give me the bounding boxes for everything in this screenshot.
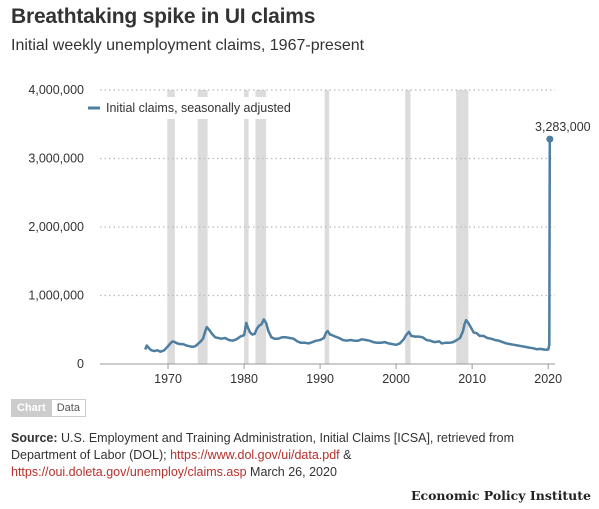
annotation: 3,283,000 (535, 120, 591, 143)
peak-label: 3,283,000 (535, 120, 591, 134)
y-tick-label: 0 (77, 357, 84, 371)
x-tick-label: 2000 (382, 372, 410, 386)
series-layer (144, 139, 552, 353)
peak-point (546, 135, 554, 143)
source-note: Source: U.S. Employment and Training Adm… (11, 430, 581, 481)
line-chart: 0 1,000,000 2,000,000 3,000,000 4,000,000 19… (28, 83, 591, 386)
data-tab[interactable]: Data (51, 399, 86, 417)
chart-subtitle: Initial weekly unemployment claims, 1967… (11, 37, 365, 54)
y-axis: 0 1,000,000 2,000,000 3,000,000 4,000,000 (28, 83, 84, 371)
source-label: Source: (11, 431, 58, 445)
recession-band (255, 90, 267, 364)
series-line-initial-claims (144, 139, 552, 353)
legend-background (82, 97, 306, 119)
recession-band (167, 90, 175, 364)
legend-label: Initial claims, seasonally adjusted (106, 101, 291, 115)
recession-band (324, 90, 330, 364)
chart-title: Breathtaking spike in UI claims (11, 5, 316, 28)
recession-band (405, 90, 411, 364)
x-tick-label: 1990 (306, 372, 334, 386)
x-tick-label: 2020 (534, 372, 562, 386)
x-tick-label: 2010 (458, 372, 486, 386)
gridlines (100, 89, 555, 297)
chart-tab[interactable]: Chart (11, 399, 52, 417)
recession-band (456, 90, 469, 364)
y-tick-label: 1,000,000 (28, 289, 84, 303)
recession-band (244, 90, 249, 364)
source-link-doleta[interactable]: https://oui.doleta.gov/unemploy/claims.a… (11, 465, 247, 479)
source-text: U.S. Employment and Training Administrat… (11, 431, 514, 462)
x-tick-label: 1980 (230, 372, 258, 386)
view-toggle: Chart Data (11, 399, 86, 417)
source-date: March 26, 2020 (250, 465, 337, 479)
recession-band (197, 90, 208, 364)
y-tick-label: 3,000,000 (28, 152, 84, 166)
source-link-dol[interactable]: https://www.dol.gov/ui/data.pdf (170, 448, 340, 462)
brand-logo: Economic Policy Institute (410, 488, 591, 503)
recession-bands (167, 90, 469, 364)
y-tick-label: 4,000,000 (28, 83, 84, 97)
y-tick-label: 2,000,000 (28, 220, 84, 234)
legend: Initial claims, seasonally adjusted (82, 97, 306, 119)
source-ampersand: & (343, 448, 352, 462)
x-tick-label: 1970 (154, 372, 182, 386)
x-axis: 1970 1980 1990 2000 2010 2020 (100, 363, 562, 386)
